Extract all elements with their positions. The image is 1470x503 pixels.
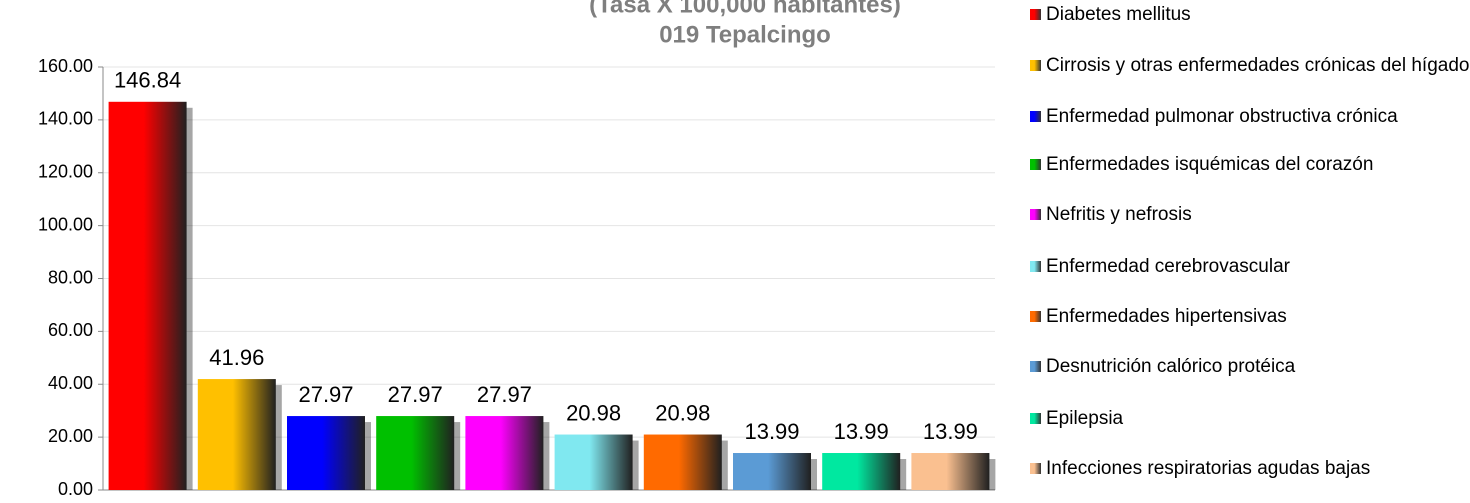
legend-swatch (1030, 111, 1041, 122)
data-label: 13.99 (923, 419, 978, 444)
legend-entry: Epilepsia (1030, 408, 1470, 430)
data-label: 13.99 (744, 419, 799, 444)
legend-label: Enfermedades isquémicas del corazón (1046, 154, 1374, 175)
bar (643, 434, 722, 490)
legend-entry: Diabetes mellitus (1030, 4, 1470, 26)
legend-swatch (1030, 60, 1041, 71)
bar (822, 453, 901, 490)
legend-entry: Enfermedades hipertensivas (1030, 306, 1470, 328)
bar (554, 434, 633, 490)
legend-swatch (1030, 361, 1041, 372)
legend-swatch (1030, 261, 1041, 272)
legend-swatch (1030, 311, 1041, 322)
y-tick-label: 40.00 (48, 373, 93, 393)
data-label: 27.97 (298, 382, 353, 407)
legend-entry: Enfermedad cerebrovascular (1030, 256, 1470, 278)
y-tick-label: 60.00 (48, 320, 93, 340)
y-tick-label: 160.00 (38, 56, 93, 76)
chart-title: (Tasa X 100,000 habitantes) (589, 0, 901, 18)
legend-label: Epilepsia (1046, 408, 1124, 429)
bar (108, 101, 187, 490)
legend-entry: Cirrosis y otras enfermedades crónicas d… (1030, 55, 1470, 77)
data-label: 41.96 (209, 345, 264, 370)
bar (911, 453, 990, 490)
legend-label: Nefritis y nefrosis (1046, 204, 1192, 225)
data-label: 20.98 (566, 400, 621, 425)
chart-subtitle: 019 Tepalcingo (659, 21, 831, 48)
legend-label: Cirrosis y otras enfermedades crónicas d… (1046, 55, 1470, 76)
y-tick-label: 80.00 (48, 267, 93, 287)
legend-swatch (1030, 463, 1041, 474)
y-tick-label: 20.00 (48, 426, 93, 446)
y-tick-label: 0.00 (58, 479, 93, 499)
bar (376, 416, 455, 490)
legend-entry: Enfermedades isquémicas del corazón (1030, 154, 1470, 176)
data-label: 13.99 (834, 419, 889, 444)
legend-entry: Nefritis y nefrosis (1030, 204, 1470, 226)
y-tick-label: 100.00 (38, 214, 93, 234)
bar (733, 453, 811, 490)
y-tick-label: 140.00 (38, 109, 93, 129)
legend-swatch (1030, 209, 1041, 220)
legend-label: Enfermedad cerebrovascular (1046, 256, 1290, 277)
bar (287, 416, 365, 490)
data-label: 27.97 (388, 382, 443, 407)
legend-label: Enfermedad pulmonar obstructiva crónica (1046, 106, 1398, 127)
legend-swatch (1030, 9, 1041, 20)
bar (465, 416, 544, 490)
bar (197, 379, 276, 490)
legend-label: Enfermedades hipertensivas (1046, 306, 1287, 327)
legend-label: Infecciones respiratorias agudas bajas (1046, 458, 1371, 479)
legend-label: Desnutrición calórico protéica (1046, 356, 1296, 377)
data-label: 27.97 (477, 382, 532, 407)
legend-entry: Infecciones respiratorias agudas bajas (1030, 458, 1470, 480)
legend-entry: Enfermedad pulmonar obstructiva crónica (1030, 106, 1470, 128)
legend-entry: Desnutrición calórico protéica (1030, 356, 1470, 378)
data-label: 20.98 (655, 400, 710, 425)
legend-swatch (1030, 159, 1041, 170)
y-tick-label: 120.00 (38, 162, 93, 182)
data-label: 146.84 (114, 68, 181, 93)
legend-label: Diabetes mellitus (1046, 4, 1191, 25)
legend-swatch (1030, 413, 1041, 424)
